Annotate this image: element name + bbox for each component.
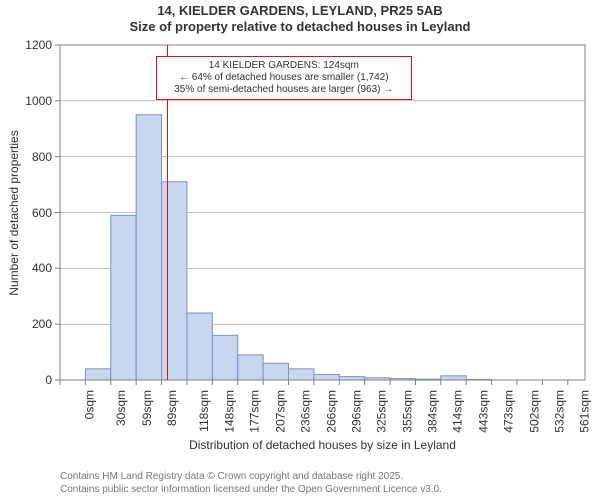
x-tick-label: 561sqm [578, 390, 592, 433]
footer-line-2: Contains public sector information licen… [60, 484, 442, 497]
x-tick-label: 148sqm [223, 390, 237, 433]
y-tick-label: 0 [0, 373, 52, 387]
y-tick-label: 800 [0, 150, 52, 164]
x-tick-label: 296sqm [350, 390, 364, 433]
footer-line-1: Contains HM Land Registry data © Crown c… [60, 471, 442, 484]
x-tick-label: 325sqm [375, 390, 389, 433]
y-tick-label: 400 [0, 261, 52, 275]
x-tick-label: 118sqm [196, 390, 210, 432]
x-tick-label: 0sqm [82, 390, 96, 419]
annotation-box: 14 KIELDER GARDENS: 124sqm ← 64% of deta… [156, 56, 412, 100]
x-tick-label: 355sqm [400, 390, 414, 433]
x-tick-label: 473sqm [502, 390, 516, 433]
x-tick-label: 502sqm [527, 390, 541, 433]
x-tick-label: 177sqm [248, 390, 262, 433]
x-tick-label: 30sqm [114, 390, 128, 426]
x-tick-label: 532sqm [553, 390, 567, 433]
x-tick-label: 414sqm [451, 390, 465, 433]
annotation-line-2: 35% of semi-detached houses are larger (… [161, 84, 407, 96]
x-tick-label: 266sqm [324, 390, 338, 433]
chart-container: 14, KIELDER GARDENS, LEYLAND, PR25 5AB S… [0, 0, 600, 500]
attribution-footer: Contains HM Land Registry data © Crown c… [60, 471, 442, 496]
x-tick-label: 384sqm [426, 390, 440, 433]
x-tick-label: 443sqm [477, 390, 491, 433]
y-tick-label: 200 [0, 317, 52, 331]
y-tick-label: 1000 [0, 94, 52, 108]
y-tick-label: 1200 [0, 38, 52, 52]
x-axis-label: Distribution of detached houses by size … [189, 438, 456, 452]
x-tick-label: 89sqm [165, 390, 179, 426]
x-tick-label: 59sqm [140, 390, 154, 426]
annotation-line-0: 14 KIELDER GARDENS: 124sqm [161, 60, 407, 72]
annotation-line-1: ← 64% of detached houses are smaller (1,… [161, 72, 407, 84]
y-tick-label: 600 [0, 206, 52, 220]
x-tick-label: 207sqm [273, 390, 287, 433]
x-tick-label: 236sqm [299, 390, 313, 433]
